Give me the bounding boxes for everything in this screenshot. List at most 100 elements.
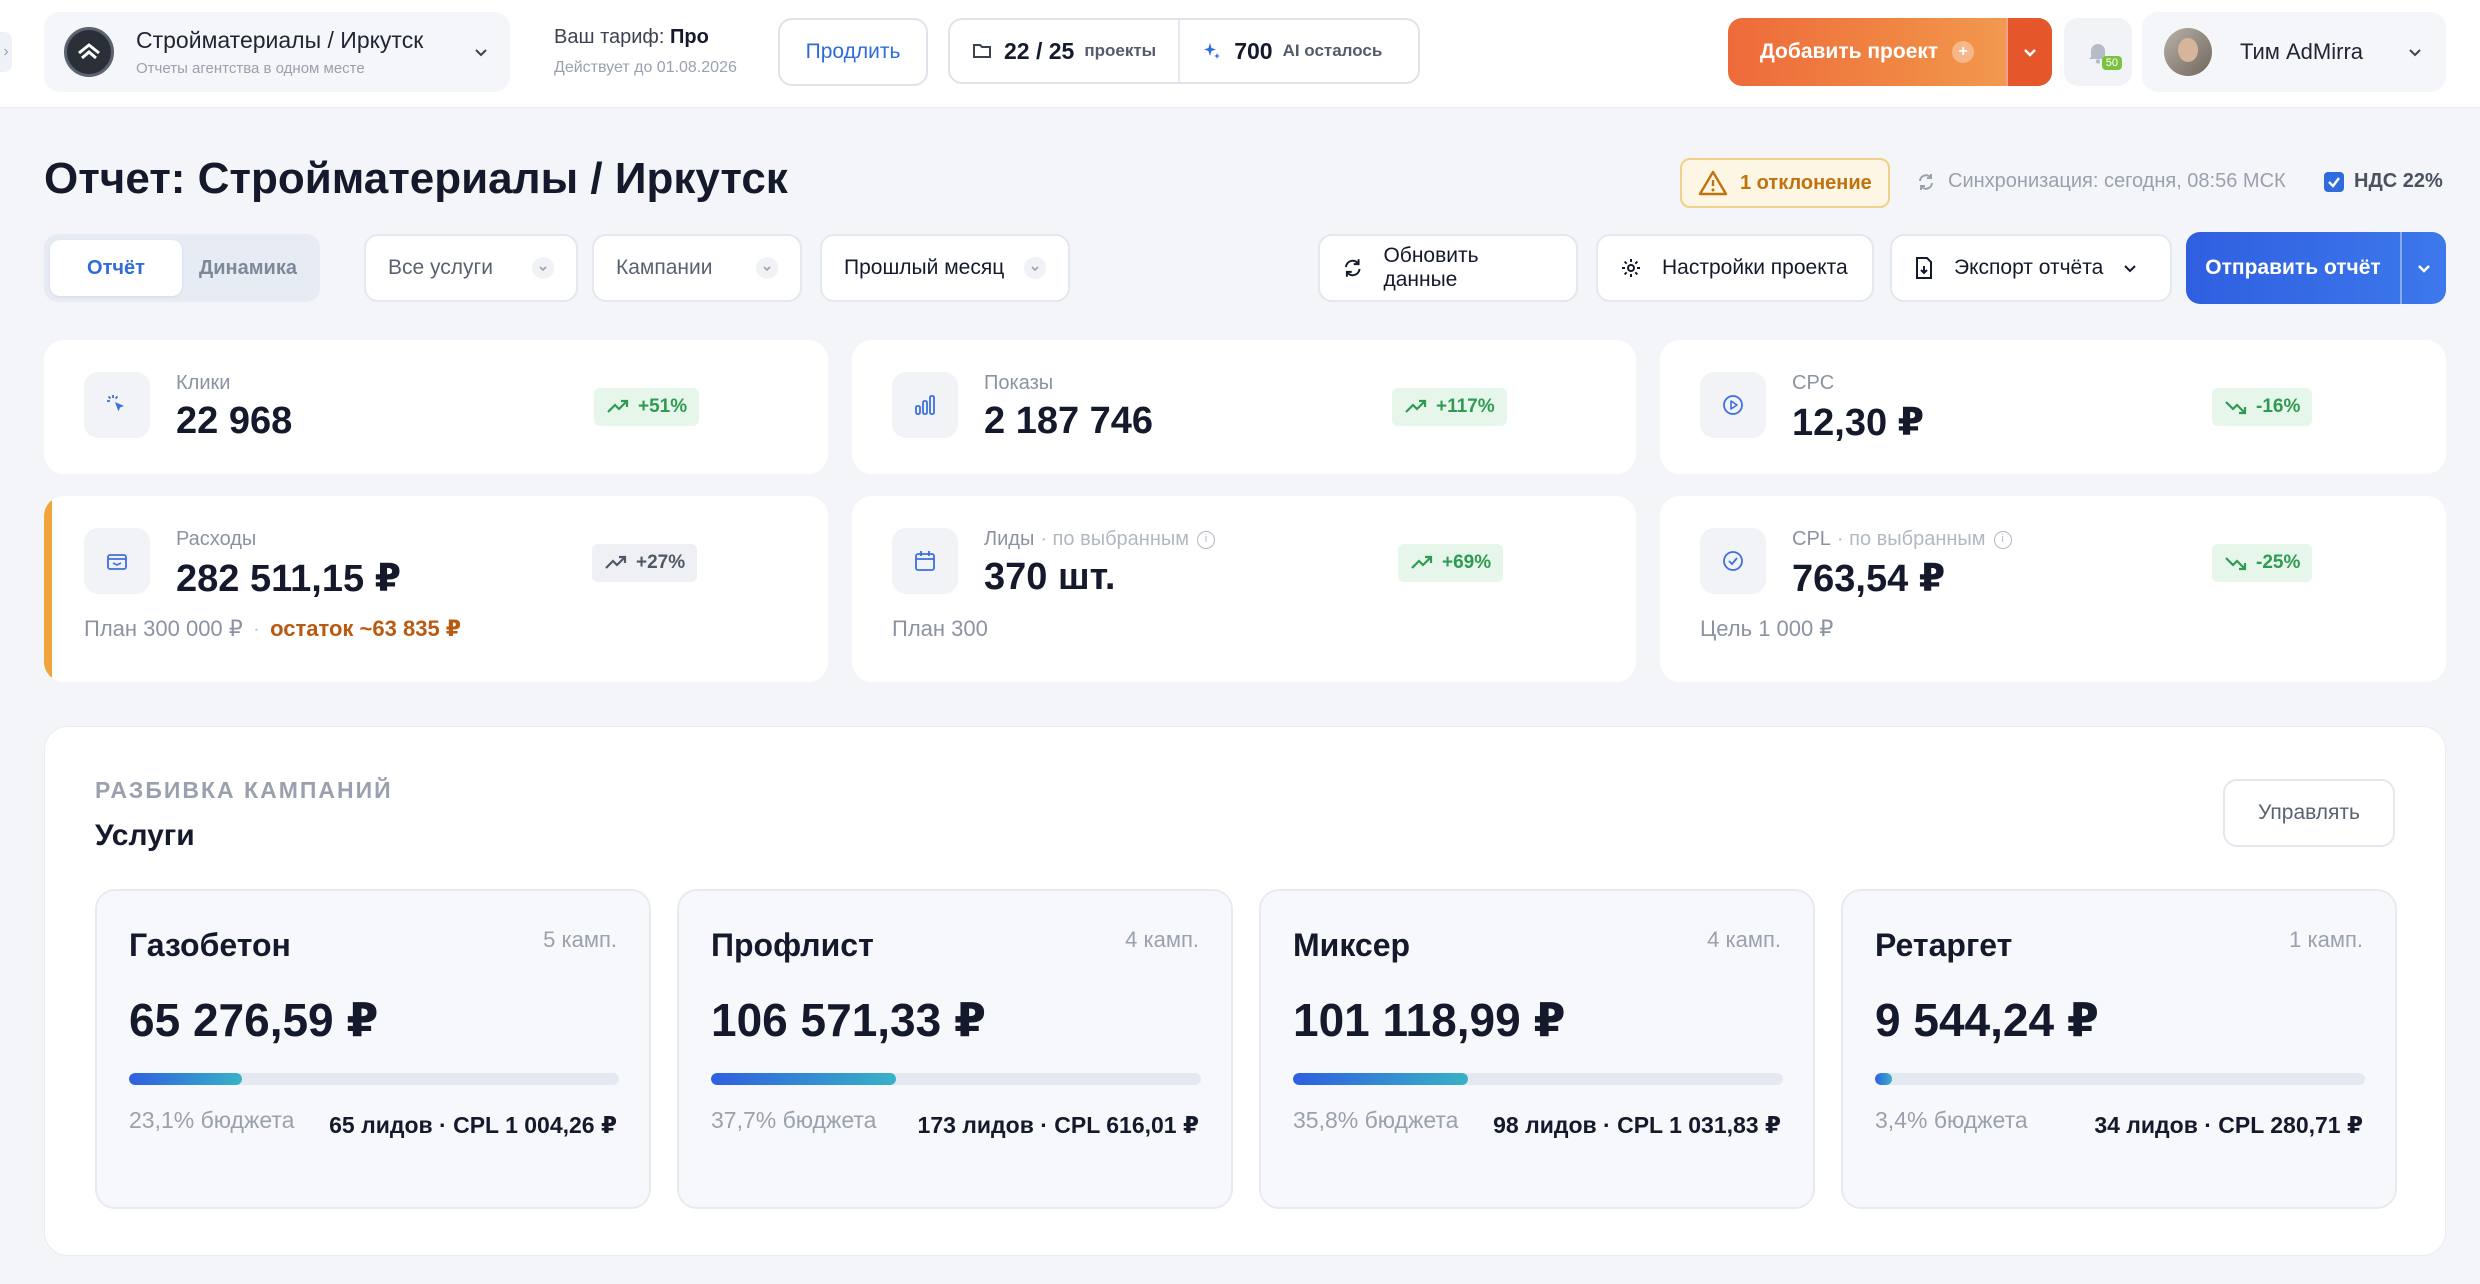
metric-value: 22 968 <box>176 400 293 442</box>
add-project-button[interactable]: Добавить проект + <box>1728 18 2052 86</box>
check-circle-icon <box>1700 528 1766 594</box>
section-title: Услуги <box>95 819 195 852</box>
budget-progress <box>711 1073 1201 1085</box>
sparkle-icon <box>1204 43 1221 59</box>
service-campaign-count: 5 камп. <box>543 927 617 952</box>
tab-dynamics[interactable]: Динамика <box>199 256 297 279</box>
refresh-button[interactable]: Обновить данные <box>1318 234 1578 302</box>
metric-change-badge: -16% <box>2212 388 2313 426</box>
gear-icon <box>1622 259 1640 277</box>
send-report-dropdown[interactable] <box>2400 232 2446 304</box>
metric-card-impressions: Показы 2 187 746 +117% <box>852 340 1636 474</box>
project-switcher[interactable]: Стройматериалы / Иркутск Отчеты агентств… <box>44 12 510 92</box>
budget-progress-fill <box>711 1073 896 1085</box>
period-filter[interactable]: Прошлый месяц <box>820 234 1070 302</box>
budget-progress <box>1293 1073 1783 1085</box>
calendar-icon <box>892 528 958 594</box>
add-project-dropdown[interactable] <box>2006 18 2052 86</box>
metric-card-clicks: Клики 22 968 +51% <box>44 340 828 474</box>
bell-icon <box>2089 44 2107 64</box>
metric-value: 2 187 746 <box>984 400 1154 442</box>
chevron-down-icon <box>475 49 487 57</box>
metric-change: +51% <box>638 396 688 417</box>
campaigns-filter[interactable]: Кампании <box>592 234 802 302</box>
play-circle-icon <box>1700 372 1766 438</box>
metric-value: 370 шт. <box>984 556 1116 598</box>
folder-icon <box>973 44 991 58</box>
tariff-label: Ваш тариф: <box>554 26 665 48</box>
bar-chart-icon <box>892 372 958 438</box>
budget-progress-fill <box>1293 1073 1469 1085</box>
metric-label-qualifier: · по выбранным <box>1040 528 1189 550</box>
tab-report[interactable]: Отчёт <box>50 240 182 296</box>
metric-label: Расходы <box>176 528 257 550</box>
chevron-down-icon <box>2124 265 2136 273</box>
metric-footer: Цель 1 000 ₽ <box>1700 616 1834 641</box>
metric-label: CPC <box>1792 372 1835 394</box>
add-project-main[interactable]: Добавить проект + <box>1728 18 2006 86</box>
metric-label: CPL <box>1792 528 1831 550</box>
ai-label: AI осталось <box>1282 41 1383 60</box>
campaign-breakdown: РАЗБИВКА КАМПАНИЙ Услуги Управлять Газоб… <box>44 726 2446 1256</box>
info-icon[interactable]: i <box>1197 530 1215 549</box>
service-card[interactable]: Ретаргет 1 камп. 9 544,24 ₽ 3,4% бюджета… <box>1841 889 2397 1209</box>
project-settings-button[interactable]: Настройки проекта <box>1596 234 1874 302</box>
metric-label-qualifier: · по выбранным <box>1836 528 1986 550</box>
trend-down-icon <box>2225 401 2247 415</box>
metric-change: -16% <box>2256 396 2301 417</box>
project-subtitle: Отчеты агентства в одном месте <box>136 60 365 77</box>
metric-label: Показы <box>984 372 1054 394</box>
refresh-icon <box>1344 259 1361 277</box>
send-report-button[interactable]: Отправить отчёт <box>2186 232 2446 304</box>
service-stats: 98 лидов · CPL 1 031,83 ₽ <box>1493 1112 1781 1138</box>
metric-value: 282 511,15 ₽ <box>176 558 402 600</box>
export-file-icon <box>1916 257 1932 279</box>
deviation-label: 1 отклонение <box>1740 171 1872 194</box>
send-report-main[interactable]: Отправить отчёт <box>2186 232 2400 304</box>
budget-progress <box>1875 1073 2365 1085</box>
vat-toggle[interactable]: НДС 22% <box>2324 170 2443 193</box>
vat-checkbox[interactable] <box>2324 171 2344 192</box>
tariff-valid-until: Действует до 01.08.2026 <box>554 59 737 76</box>
trend-up-icon <box>1405 399 1427 413</box>
metric-change: +117% <box>1436 396 1495 417</box>
service-card[interactable]: Газобетон 5 камп. 65 276,59 ₽ 23,1% бюдж… <box>95 889 651 1209</box>
export-button[interactable]: Экспорт отчёта <box>1890 234 2172 302</box>
metric-change: -25% <box>2256 552 2301 573</box>
metric-label: Лиды <box>984 528 1035 550</box>
manage-button[interactable]: Управлять <box>2223 779 2395 847</box>
info-icon[interactable]: i <box>1993 530 2012 549</box>
vat-label: НДС 22% <box>2354 170 2443 192</box>
refresh-label: Обновить данные <box>1383 244 1479 291</box>
service-campaign-count: 4 камп. <box>1707 927 1781 952</box>
budget-remaining: остаток ~63 835 ₽ <box>270 616 462 641</box>
service-stats: 34 лидов · CPL 280,71 ₽ <box>2094 1112 2363 1138</box>
project-settings-label: Настройки проекта <box>1662 256 1848 279</box>
chevron-down-icon <box>2024 49 2036 57</box>
export-label: Экспорт отчёта <box>1954 256 2104 279</box>
warning-icon <box>1698 170 1728 196</box>
metric-change-badge: +117% <box>1392 388 1507 426</box>
notifications-button[interactable]: 50 <box>2064 18 2132 86</box>
metric-card-spend: Расходы 282 511,15 ₽ +27% План 300 000 ₽… <box>44 496 828 682</box>
services-filter[interactable]: Все услуги <box>364 234 578 302</box>
deviation-badge[interactable]: 1 отклонение <box>1680 158 1890 208</box>
chevron-down-icon <box>532 257 554 279</box>
wallet-icon <box>84 528 150 594</box>
sidebar-toggle[interactable]: › <box>0 32 12 72</box>
service-card[interactable]: Миксер 4 камп. 101 118,99 ₽ 35,8% бюджет… <box>1259 889 1815 1209</box>
service-card[interactable]: Профлист 4 камп. 106 571,33 ₽ 37,7% бюдж… <box>677 889 1233 1209</box>
projects-label: проекты <box>1084 41 1157 60</box>
user-menu[interactable]: Тим AdMirra <box>2142 12 2446 92</box>
ai-count: 700 <box>1234 37 1273 64</box>
trend-up-icon <box>607 399 629 413</box>
ai-counter: 700 AI осталось <box>1178 20 1404 82</box>
metric-change-badge: +27% <box>592 544 698 582</box>
period-filter-value: Прошлый месяц <box>844 256 1005 279</box>
trend-down-icon <box>2225 557 2247 571</box>
renew-button[interactable]: Продлить <box>778 18 928 86</box>
service-stats: 173 лидов · CPL 616,01 ₽ <box>917 1112 1199 1138</box>
budget-plan: План 300 000 ₽ <box>84 616 243 641</box>
metric-change-badge: +69% <box>1398 544 1504 582</box>
metric-change: +69% <box>1442 552 1492 573</box>
